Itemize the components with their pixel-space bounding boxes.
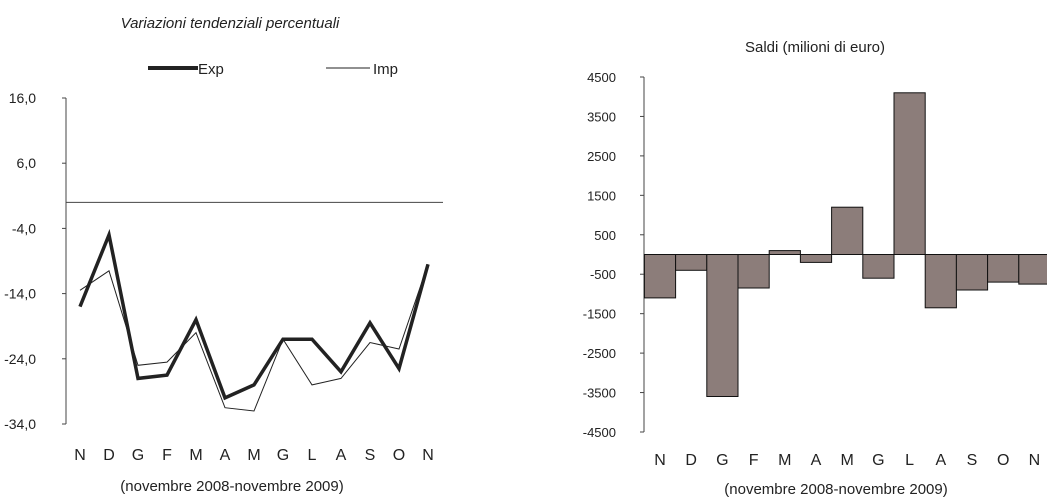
right-x-tick-label: S	[967, 452, 978, 469]
left-y-tick-label: 6,0	[17, 155, 37, 171]
left-x-tick-label: G	[277, 447, 289, 464]
bar-10	[955, 254, 989, 291]
left-x-tick-label: S	[365, 447, 376, 464]
right-y-axis-ticks: 4500 3500 2500 1500 500 -500 -1500 -2500 -3500 -4…	[583, 70, 645, 440]
bar-11	[987, 254, 1020, 283]
left-x-tick-label: F	[162, 447, 172, 464]
left-x-tick-label: G	[132, 447, 144, 464]
bar-8	[893, 92, 926, 255]
bar-3	[737, 254, 770, 289]
right-x-tick-label: G	[872, 452, 884, 469]
right-x-tick-label: M	[778, 452, 791, 469]
left-y-tick-label: -34,0	[4, 416, 36, 432]
left-x-tick-label: N	[74, 447, 86, 464]
trend-line-chart: Variazioni tendenziali percentuali Exp I…	[4, 15, 443, 495]
right-y-tick-label: 3500	[587, 109, 616, 124]
right-x-tick-label: L	[905, 452, 914, 469]
left-x-tick-label: N	[422, 447, 434, 464]
right-chart-title: Saldi (milioni di euro)	[745, 39, 885, 56]
left-x-tick-label: L	[308, 447, 317, 464]
right-y-tick-label: 2500	[587, 149, 616, 164]
left-x-tick-label: O	[393, 447, 405, 464]
left-chart-legend: Exp Imp	[148, 61, 398, 78]
right-x-tick-label: N	[1029, 452, 1041, 469]
legend-exp-label: Exp	[198, 61, 224, 78]
right-x-tick-label: O	[997, 452, 1009, 469]
right-x-tick-label: D	[685, 452, 697, 469]
right-x-tick-label: F	[749, 452, 759, 469]
left-x-tick-label: M	[189, 447, 202, 464]
left-y-tick-label: -24,0	[4, 351, 36, 367]
right-x-tick-label: A	[811, 452, 822, 469]
bar-0	[643, 254, 677, 299]
right-x-tick-label: N	[654, 452, 666, 469]
balance-bar-chart: Saldi (milioni di euro) 4500 3500 2500 1500…	[583, 39, 1047, 498]
left-chart-xlabel: (novembre 2008-novembre 2009)	[120, 478, 343, 495]
left-y-tick-label: -4,0	[12, 220, 36, 236]
legend-imp-label: Imp	[373, 61, 398, 78]
bar-12	[1018, 254, 1047, 285]
right-y-tick-label: -3500	[583, 386, 616, 401]
bar-9	[924, 254, 957, 309]
left-chart-title: Variazioni tendenziali percentuali	[121, 15, 340, 32]
bar-6	[831, 206, 864, 255]
bar-5	[799, 254, 833, 263]
right-chart-xlabel: (novembre 2008-novembre 2009)	[724, 481, 947, 498]
right-y-tick-label: -2500	[583, 346, 616, 361]
right-chart-bars	[643, 92, 1047, 397]
left-y-axis-ticks: 16,0 6,0 -4,0 -14,0 -24,0 -34,0	[4, 90, 67, 432]
right-x-tick-label: A	[935, 452, 946, 469]
right-y-tick-label: -1500	[583, 307, 616, 322]
bar-7	[862, 254, 895, 279]
bar-2	[706, 254, 739, 397]
series-line-imp	[79, 264, 429, 412]
left-x-tick-label: A	[220, 447, 231, 464]
right-y-tick-label: 500	[594, 228, 616, 243]
right-y-tick-label: 1500	[587, 188, 616, 203]
left-x-tick-label: D	[103, 447, 115, 464]
bar-4	[768, 250, 801, 256]
right-y-tick-label: 4500	[587, 70, 616, 85]
series-line-exp	[78, 228, 430, 401]
left-y-tick-label: -14,0	[4, 286, 36, 302]
left-x-tick-label: A	[336, 447, 347, 464]
bar-1	[675, 254, 708, 271]
right-x-tick-label: G	[716, 452, 728, 469]
right-y-tick-label: -4500	[583, 425, 616, 440]
right-y-tick-label: -500	[590, 267, 616, 282]
left-y-tick-label: 16,0	[9, 90, 36, 106]
left-x-tick-label: M	[247, 447, 260, 464]
left-chart-series	[66, 201, 443, 412]
right-x-tick-label: M	[841, 452, 854, 469]
